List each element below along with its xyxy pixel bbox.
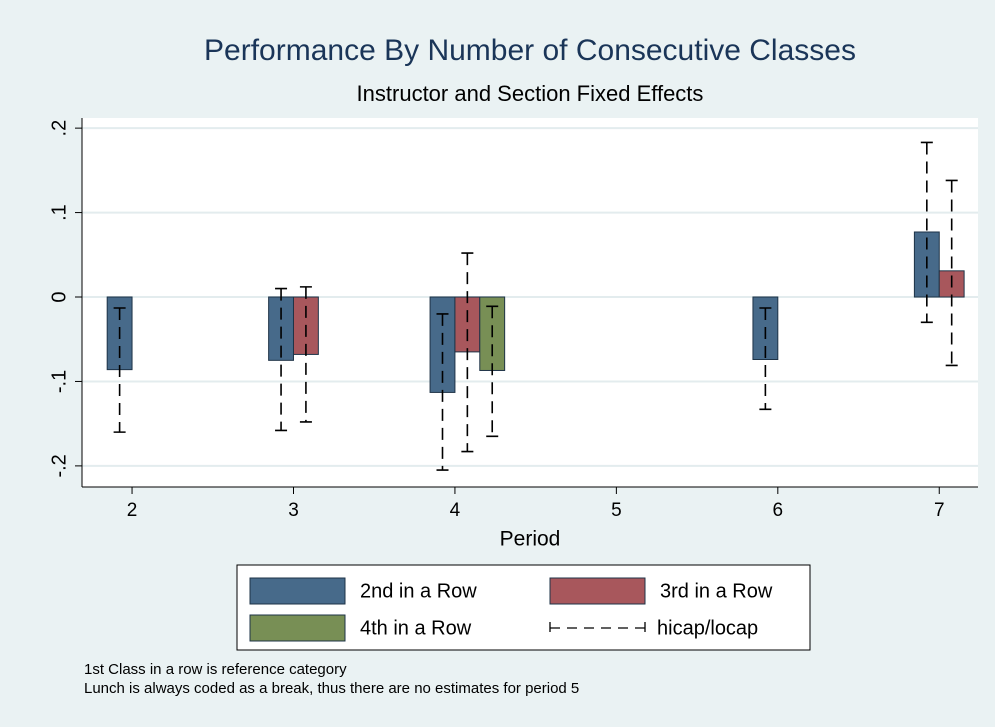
legend-label: 4th in a Row [360,617,472,639]
x-tick-label: 6 [773,500,784,521]
error-bar [436,313,449,471]
error-bar [945,179,958,367]
legend-label: 3rd in a Row [660,580,773,602]
y-tick-label: 0 [48,291,70,302]
x-tick-label: 3 [288,500,299,521]
legend-swatch [549,577,646,605]
y-tick-label: .1 [48,204,70,221]
legend-errorbar [549,622,646,634]
y-tick-label: -.2 [48,454,70,477]
error-bar [299,286,312,423]
error-bar [113,307,126,433]
error-bar [920,141,933,324]
bar [454,296,481,353]
note: Lunch is always coded as a break, thus t… [84,680,579,697]
y-tick-label: -.1 [48,370,70,393]
legend-swatch [249,614,346,642]
x-axis-label: Period [500,528,561,551]
legend-swatch [249,577,346,605]
plot-area [82,118,978,487]
chart-title: Performance By Number of Consecutive Cla… [204,34,856,67]
error-bar [275,287,288,432]
error-bar [486,305,499,438]
error-bar [759,307,772,411]
legend-label: hicap/locap [657,617,758,639]
y-tick-label: .2 [48,120,70,137]
chart-subtitle: Instructor and Section Fixed Effects [357,81,704,106]
x-tick-label: 4 [450,500,461,521]
x-tick-label: 7 [934,500,945,521]
x-tick-label: 2 [127,500,138,521]
legend-label: 2nd in a Row [360,580,477,602]
x-tick-label: 5 [611,500,622,521]
note: 1st Class in a row is reference category [84,661,347,678]
error-bar [461,252,474,453]
